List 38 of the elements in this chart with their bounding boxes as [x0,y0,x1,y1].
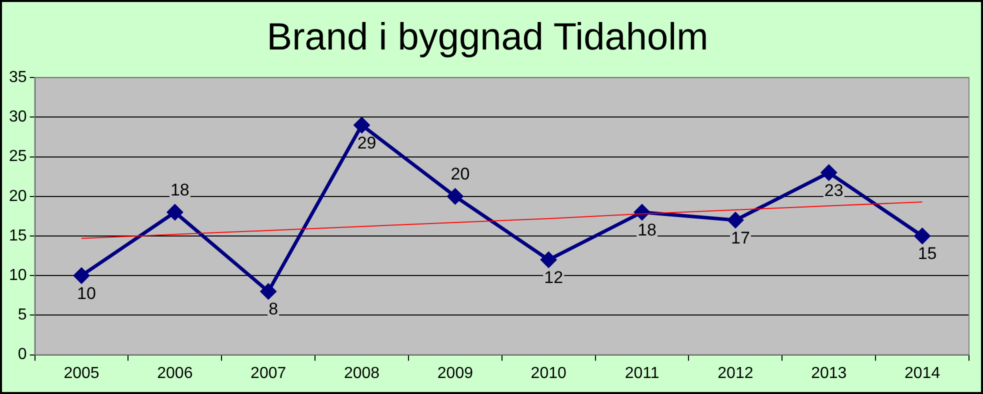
point [540,252,556,268]
point [728,212,744,228]
data-label: 20 [450,164,470,184]
x-tick-label: 2013 [811,364,847,382]
x-tick-label: 2012 [718,364,754,382]
point [447,188,463,204]
x-tick-label: 2006 [157,364,193,382]
point [354,117,370,133]
y-tick-label: 20 [9,188,27,205]
point [821,164,837,180]
y-tick-label: 35 [9,69,27,86]
data-label: 23 [824,180,844,200]
point [74,268,90,284]
data-label: 18 [170,180,190,200]
data-label: 29 [357,133,376,152]
x-tick-label: 2009 [437,364,474,382]
y-tick-label: 30 [9,108,27,126]
y-tick-label: 25 [9,148,27,166]
chart-title: Brand i byggnad Tidaholm [266,16,708,58]
x-tick-label: 2014 [904,364,940,382]
data-label: 10 [77,284,96,303]
data-label: 15 [918,244,937,264]
y-tick-label: 10 [9,267,27,284]
x-tick-label: 2011 [624,364,660,382]
point [260,284,276,300]
y-tick-label: 15 [9,227,27,244]
x-tick-label: 2005 [64,364,100,382]
y-tick-label: 0 [18,346,27,364]
x-tick-label: 2010 [530,364,567,382]
data-label: 18 [638,220,656,240]
data-label: 8 [268,300,278,319]
x-tick-label: 2007 [250,364,286,382]
x-tick-label: 2008 [344,364,380,382]
point [167,204,183,220]
data-label: 17 [730,228,750,248]
point [914,228,930,244]
y-tick-label: 5 [18,306,27,324]
data-label: 12 [544,268,564,287]
